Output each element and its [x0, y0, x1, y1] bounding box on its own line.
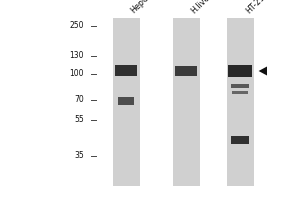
Bar: [118, 97, 134, 105]
Bar: [231, 136, 249, 144]
Text: HT-29: HT-29: [244, 0, 267, 15]
Polygon shape: [259, 66, 267, 75]
Text: H.liver: H.liver: [189, 0, 214, 15]
Text: 250: 250: [70, 21, 84, 30]
Bar: [231, 84, 249, 88]
Bar: [175, 66, 197, 76]
Text: 35: 35: [74, 152, 84, 160]
Bar: [228, 65, 252, 77]
Text: HepG2: HepG2: [129, 0, 155, 15]
Bar: [112, 18, 140, 186]
Bar: [115, 65, 137, 76]
Text: 100: 100: [70, 70, 84, 78]
Bar: [226, 18, 254, 186]
Text: 55: 55: [74, 116, 84, 124]
Text: 70: 70: [74, 96, 84, 104]
Bar: [172, 18, 200, 186]
Text: 130: 130: [70, 51, 84, 60]
Bar: [232, 91, 248, 94]
